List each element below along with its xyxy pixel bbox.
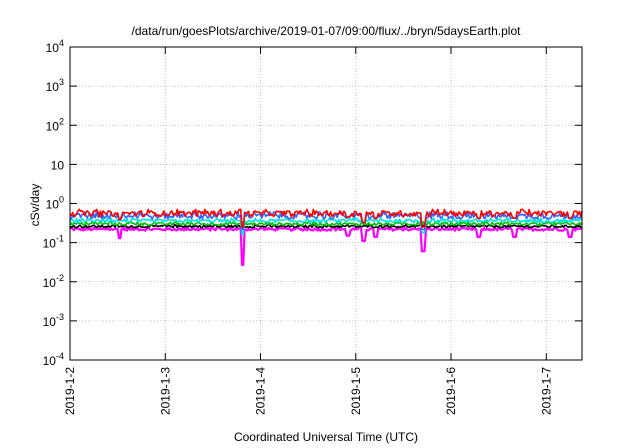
chart-title: /data/run/goesPlots/archive/2019-01-07/0… [132,24,522,38]
series-group [69,208,583,266]
y-tick-label: 104 [46,38,64,55]
y-tick-exponent: 2 [59,116,64,126]
y-tick-base: 10 [46,41,60,55]
series-line [69,223,582,229]
y-tick-label: 100 [46,195,64,212]
y-tick-base: 10 [43,354,57,368]
y-tick-base: 10 [43,237,57,251]
y-tick-exponent: -1 [56,234,64,244]
x-tick-label: 2019-1-4 [254,367,268,415]
y-tick-base: 10 [46,80,60,94]
x-tick-label: 2019-1-2 [63,367,77,415]
y-tick-label: 10-1 [43,234,64,251]
y-tick-exponent: -4 [56,351,64,361]
y-tick-exponent: 0 [59,195,64,205]
y-tick-label: 10-2 [43,273,64,290]
series-line [69,217,583,236]
grid [70,47,582,360]
series-line [69,208,583,228]
y-tick-base: 10 [46,198,60,212]
y-tick-exponent: -3 [56,312,64,322]
y-tick-base: 10 [46,119,60,133]
y-tick-base: 10 [43,315,57,329]
y-tick-label: 103 [46,77,64,94]
y-tick-base: 10 [51,158,65,172]
y-tick-label: 10-4 [43,351,64,368]
y-tick-exponent: 4 [59,38,64,48]
x-axis-label: Coordinated Universal Time (UTC) [234,430,418,444]
y-tick-label: 10-3 [43,312,64,329]
series-line [69,221,583,227]
y-tick-exponent: 3 [59,77,64,87]
x-tick-label: 2019-1-6 [444,367,458,415]
y-tick-label: 10 [51,158,65,172]
x-axis: 2019-1-2 2019-1-3 2019-1-4 2019-1-5 2019-1-6… [63,47,553,415]
y-tick-label: 102 [46,116,64,133]
x-tick-label: 2019-1-3 [158,367,172,415]
series-line [69,226,583,266]
y-tick-exponent: -2 [56,273,64,283]
x-tick-label: 2019-1-5 [349,367,363,415]
y-axis-label: cSv/day [28,184,42,227]
x-tick-label: 2019-1-7 [539,367,553,415]
y-tick-base: 10 [43,276,57,290]
